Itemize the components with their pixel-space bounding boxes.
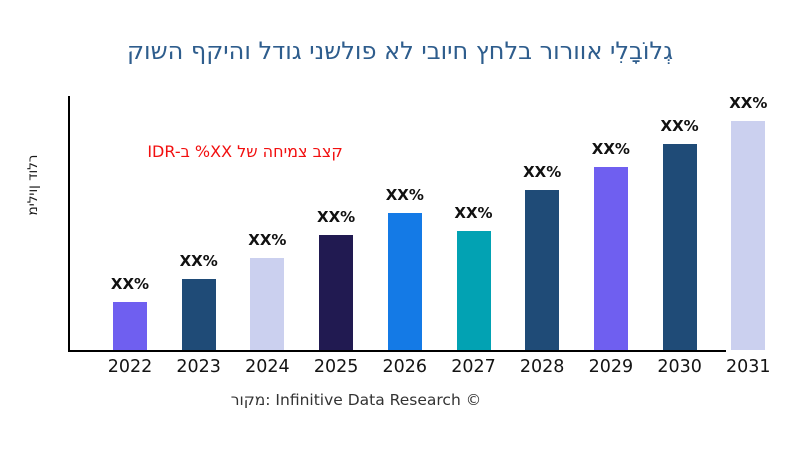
x-tick-label-2027: 2027: [451, 357, 496, 377]
growth-rate-annotation: IDR-ב %XX לש החימצ בצק: [147, 142, 343, 161]
x-tick-label-2024: 2024: [245, 357, 290, 377]
bar-value-label-2026: XX%: [385, 186, 424, 204]
bar-value-label-2031: XX%: [729, 94, 768, 112]
y-axis-title: מיליון דולר: [25, 154, 41, 216]
bar-2024: [250, 258, 285, 350]
x-tick-label-2026: 2026: [382, 357, 428, 377]
x-tick-label-2028: 2028: [519, 357, 565, 377]
bar-2023: [181, 279, 216, 350]
x-axis-line: [68, 350, 726, 352]
x-tick-label-2029: 2029: [588, 357, 634, 377]
bar-2029: [593, 167, 628, 350]
bar-2031: [731, 121, 766, 350]
bar-value-label-2022: XX%: [110, 275, 150, 293]
bar-value-label-2027: XX%: [454, 204, 493, 222]
x-tick-label-2030: 2030: [657, 357, 702, 377]
x-tick-label-2022: 2022: [107, 357, 153, 377]
bar-2022: [113, 302, 147, 350]
x-tick-label-2023: 2023: [176, 357, 221, 377]
x-tick-label-2025: 2025: [313, 357, 359, 377]
bar-2026: [387, 213, 422, 350]
bar-value-label-2030: XX%: [660, 117, 699, 135]
bar-2030: [662, 144, 697, 350]
y-axis-line: [68, 96, 70, 352]
bar-value-label-2025: XX%: [317, 208, 356, 226]
chart-title: קושה ףקיהו לדוג ינשלופ אל יבויח ץחלב רור…: [127, 37, 673, 65]
bar-value-label-2028: XX%: [523, 163, 562, 181]
bar-2027: [456, 231, 491, 350]
bar-value-label-2024: XX%: [248, 231, 287, 249]
bar-2025: [319, 235, 354, 350]
source-caption: רוקמ: Infinitive Data Research ©: [230, 391, 482, 409]
bar-value-label-2023: XX%: [179, 252, 218, 270]
bar-2028: [525, 190, 560, 350]
bar-value-label-2029: XX%: [591, 140, 630, 158]
x-tick-label-2031: 2031: [726, 357, 771, 377]
